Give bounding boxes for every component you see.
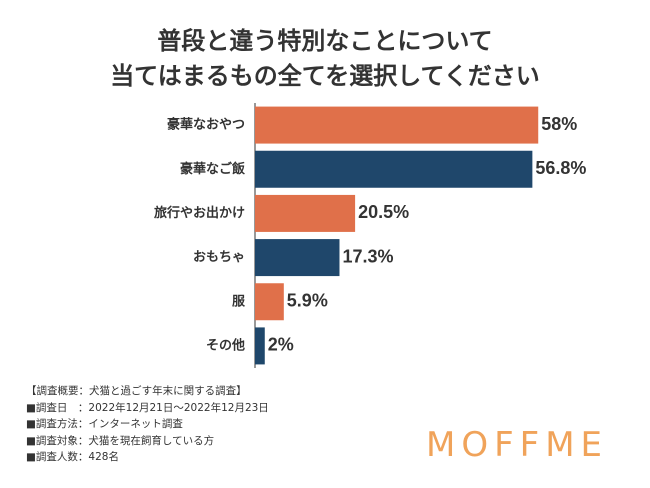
category-label: おもちゃ xyxy=(193,250,245,265)
value-label: 5.9% xyxy=(287,291,328,311)
category-label: 旅行やお出かけ xyxy=(154,205,245,221)
category-label: その他 xyxy=(206,337,245,353)
category-label: 豪華なおやつ xyxy=(167,117,245,133)
chart-title-line-1: 普段と違う特別なことについて xyxy=(157,27,493,55)
bar xyxy=(255,106,539,144)
value-label: 56.8% xyxy=(535,158,586,178)
survey-row-date: ■調査日 ：2022年12月21日〜2022年12月23日 xyxy=(26,401,269,414)
chart-title: 普段と違う特別なことについて 当てはまるもの全てを選択してください xyxy=(0,24,650,94)
value-label: 58% xyxy=(541,114,577,134)
bar xyxy=(255,283,284,321)
survey-row-count: ■調査人数：428名 xyxy=(26,451,119,463)
bar xyxy=(255,239,340,277)
value-label: 20.5% xyxy=(358,202,409,222)
bar xyxy=(255,327,265,365)
survey-header: 【調査概要：犬猫と過ごす年末に関する調査】 xyxy=(26,385,247,397)
bar xyxy=(255,150,533,188)
chart-title-line-2: 当てはまるもの全てを選択してください xyxy=(110,62,540,90)
bar xyxy=(255,194,356,232)
moffme-logo: MOFFME xyxy=(426,425,609,465)
survey-overview: 【調査概要：犬猫と過ごす年末に関する調査】 ■調査日 ：2022年12月21日〜… xyxy=(26,383,269,466)
survey-row-target: ■調査対象：犬猫を現在飼育している方 xyxy=(26,434,215,447)
category-label: 豪華なご飯 xyxy=(180,161,245,177)
value-label: 2% xyxy=(268,335,294,355)
value-label: 17.3% xyxy=(342,246,393,266)
category-label: 服 xyxy=(232,294,246,309)
survey-row-method: ■調査方法：インターネット調査 xyxy=(26,418,183,430)
